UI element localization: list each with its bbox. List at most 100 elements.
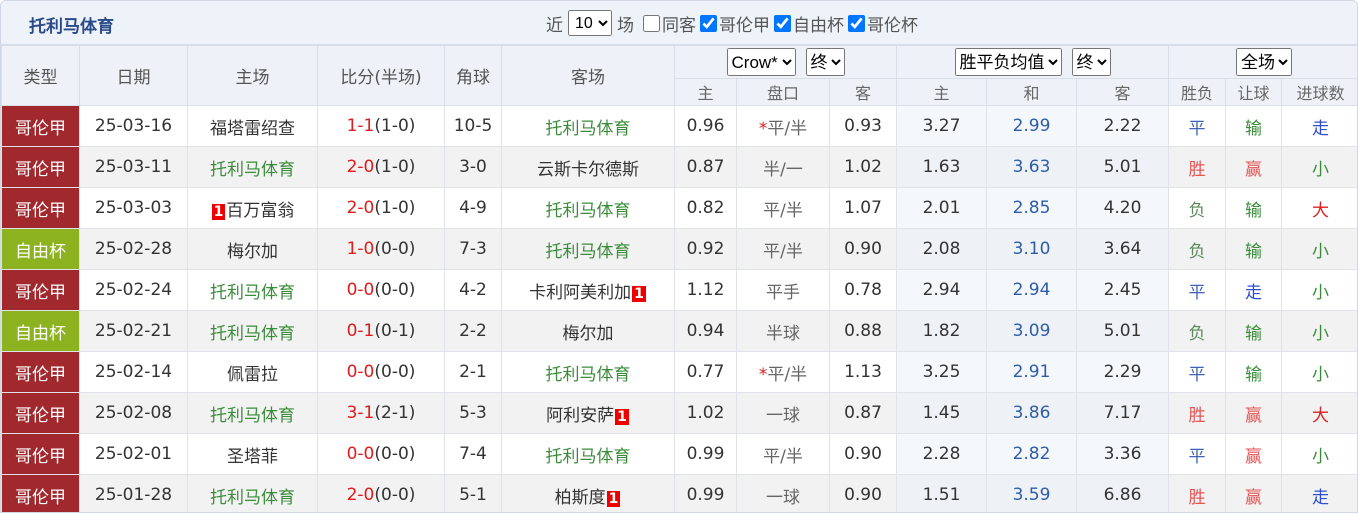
result: 胜 <box>1168 146 1227 188</box>
home-team: 佩雷拉 <box>187 351 318 393</box>
home-team: 梅尔加 <box>187 228 318 270</box>
result-text: 胜 <box>1188 159 1206 180</box>
avg-home: 1.63 <box>896 146 988 188</box>
type-text: 哥伦甲 <box>15 200 66 221</box>
half-score: (0-0) <box>374 239 416 259</box>
odds-away: 0.78 <box>828 269 898 311</box>
result-text: 负 <box>1188 323 1206 344</box>
date: 25-02-14 <box>79 351 188 393</box>
away-team: 卡利阿美利加 1 <box>501 269 675 311</box>
odds-home-text: 0.87 <box>686 157 725 177</box>
goals-text: 小 <box>1312 364 1330 385</box>
filter-label: 哥伦杯 <box>867 15 918 36</box>
red-card: 1 <box>211 203 226 220</box>
odds-away-text: 0.90 <box>844 239 882 259</box>
filter-checkbox[interactable] <box>700 14 717 32</box>
subcolumn-header: 胜负 <box>1168 78 1227 106</box>
match-row: 自由杯 25-02-21 托利马体育 0-1(0-1) 2-2 梅尔加 0.94 半球 0.88… <box>1 310 1357 352</box>
header-select[interactable]: 终 <box>805 48 845 76</box>
avg-home-text: 2.08 <box>922 239 961 259</box>
odds-home: 0.87 <box>674 146 737 188</box>
recent-select[interactable]: 10 <box>568 10 612 36</box>
odds-away: 0.90 <box>828 228 898 270</box>
team-name: 圣塔菲 <box>227 446 278 467</box>
odds-home: 0.82 <box>674 187 737 229</box>
avg-away-text: 5.01 <box>1103 157 1142 177</box>
type: 哥伦甲 <box>1 433 80 475</box>
date: 25-02-21 <box>79 310 188 352</box>
team-name: 托利马体育 <box>545 200 631 221</box>
avg-draw-text: 2.99 <box>1012 116 1051 136</box>
goals: 小 <box>1281 310 1357 352</box>
header-select[interactable]: 胜平负均值 <box>954 48 1062 76</box>
odds-home-text: 0.92 <box>686 239 725 259</box>
team-name: 托利马体育 <box>545 364 631 385</box>
type-text: 哥伦甲 <box>15 364 66 385</box>
date-text: 25-03-11 <box>94 157 173 177</box>
hcap-result-text: 赢 <box>1245 446 1263 467</box>
score: 0-0(0-0) <box>317 351 445 393</box>
corner-text: 7-3 <box>459 239 487 259</box>
handicap-text: 半/一 <box>763 159 803 180</box>
avg-away-text: 5.01 <box>1103 321 1142 341</box>
type: 哥伦甲 <box>1 474 80 512</box>
date-text: 25-02-24 <box>94 280 173 300</box>
filter: 同客 <box>639 11 696 36</box>
odds-away: 1.13 <box>828 351 898 393</box>
select-header: 胜平负均值终 <box>896 45 1170 79</box>
filter-checkbox[interactable] <box>643 14 660 32</box>
corner-text: 3-0 <box>459 157 487 177</box>
select-header: 全场 <box>1168 45 1357 79</box>
type-text: 哥伦甲 <box>15 159 66 180</box>
team-name: 托利马体育 <box>210 159 295 180</box>
avg-home-text: 2.01 <box>922 198 961 218</box>
goals-text: 走 <box>1312 118 1330 139</box>
avg-away: 4.20 <box>1076 187 1170 229</box>
avg-draw-text: 2.82 <box>1012 444 1051 464</box>
header-select[interactable]: 终 <box>1071 48 1111 76</box>
avg-home: 3.25 <box>896 351 988 393</box>
filter-checkbox[interactable] <box>848 14 865 32</box>
team-name: 梅尔加 <box>227 241 278 262</box>
avg-draw: 2.82 <box>986 433 1078 475</box>
goals: 小 <box>1281 433 1357 475</box>
avg-home: 1.45 <box>896 392 988 434</box>
filter-checkbox[interactable] <box>774 14 791 32</box>
date-text: 25-02-21 <box>94 321 173 341</box>
avg-draw: 3.86 <box>986 392 1078 434</box>
type: 哥伦甲 <box>1 146 80 188</box>
team-name: 云斯卡尔德斯 <box>537 159 639 180</box>
corner: 2-2 <box>444 310 502 352</box>
team-name: 福塔雷绍查 <box>210 118 295 139</box>
handicap-text: 平手 <box>766 282 800 303</box>
type-text: 哥伦甲 <box>15 405 66 426</box>
corner: 4-9 <box>444 187 502 229</box>
result: 平 <box>1168 351 1227 393</box>
home-team: 托利马体育 <box>187 310 318 352</box>
result-text: 平 <box>1188 446 1206 467</box>
handicap-mark: * <box>758 118 768 139</box>
away-team: 托利马体育 <box>501 433 675 475</box>
goals: 大 <box>1281 187 1357 229</box>
home-team: 福塔雷绍查 <box>187 105 318 147</box>
header-select[interactable]: 全场 <box>1236 48 1293 76</box>
header-select[interactable]: Crow* <box>726 48 796 76</box>
type: 哥伦甲 <box>1 187 80 229</box>
odds-away: 1.02 <box>828 146 898 188</box>
home-team: 托利马体育 <box>187 392 318 434</box>
avg-draw-text: 3.09 <box>1012 321 1051 341</box>
subcolumn-header: 客 <box>1076 78 1170 106</box>
goals-text: 小 <box>1312 282 1330 303</box>
hcap-result: 输 <box>1225 105 1283 147</box>
red-card: 1 <box>632 285 646 302</box>
goals: 走 <box>1281 474 1357 512</box>
filter-label: 自由杯 <box>793 15 844 36</box>
away-team: 托利马体育 <box>501 351 675 393</box>
away-team: 托利马体育 <box>501 105 675 147</box>
hcap-result-text: 输 <box>1245 118 1263 139</box>
checkboxes: 同客 哥伦甲 自由杯 哥伦杯 <box>639 11 918 36</box>
date: 25-02-24 <box>79 269 188 311</box>
avg-home: 1.51 <box>896 474 988 512</box>
goals: 小 <box>1281 269 1357 311</box>
avg-home: 2.94 <box>896 269 988 311</box>
